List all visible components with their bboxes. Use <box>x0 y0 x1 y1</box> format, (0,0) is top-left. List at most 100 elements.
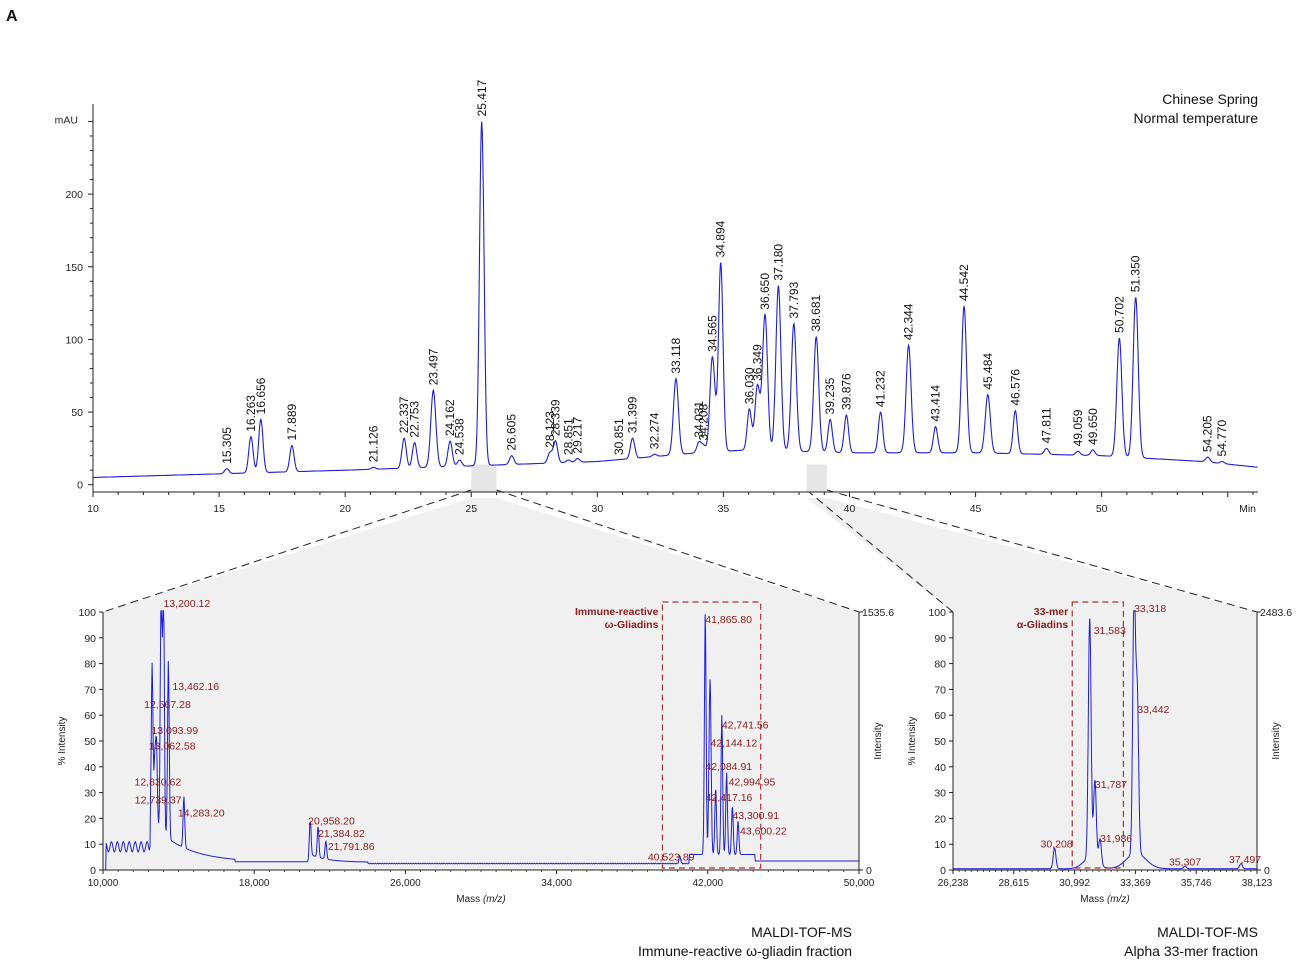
ms2-caption-line-1: MALDI-TOF-MS <box>1157 924 1258 940</box>
ms1-right-zero-label: 0 <box>866 865 872 877</box>
ms1-x-tick-label: 42,000 <box>693 878 724 889</box>
ms2-y-tick-label: 50 <box>934 736 946 748</box>
ms1-peak-label: 40,523.89 <box>648 851 695 863</box>
hplc-peak-label: 37.793 <box>787 281 801 318</box>
ms2-y-axis-label: % Intensity <box>907 717 918 766</box>
ms1-x-tick-label: 18,000 <box>239 878 270 889</box>
hplc-peak-label: 28.851 <box>561 418 575 455</box>
ms1-y-tick-label: 10 <box>84 839 96 851</box>
ms2-y-tick-label: 90 <box>934 633 946 645</box>
hplc-peak-label: 32.274 <box>648 412 662 449</box>
hplc-y-tick-label: 200 <box>65 189 83 201</box>
hplc-peak-label: 54.770 <box>1215 419 1229 456</box>
ms2-y-tick-label: 30 <box>934 788 946 800</box>
hplc-peak-label: 49.650 <box>1086 408 1100 445</box>
ms2-highlight-box <box>1071 601 1125 869</box>
hplc-peak-label: 16.263 <box>244 395 258 432</box>
ms1-y-tick-label: 60 <box>84 710 96 722</box>
ms2-right-axis-label: Intensity <box>1271 722 1282 759</box>
hplc-peak-label: 41.232 <box>874 370 888 407</box>
ms2-y-tick-label: 40 <box>934 762 946 774</box>
hplc-peak-label: 54.205 <box>1201 415 1215 452</box>
ms2-peak-label: 31,787 <box>1095 779 1127 791</box>
hplc-peak-label: 34.031 <box>692 401 706 438</box>
hplc-y-tick-label: 150 <box>65 262 83 274</box>
ms1-x-tick-label: 34,000 <box>541 878 572 889</box>
ms1-x-tick-label: 50,000 <box>844 878 875 889</box>
hplc-peak-label: 34.565 <box>705 315 719 352</box>
hplc-peak-label: 15.305 <box>220 427 234 464</box>
ms2-peak-label: 31,986 <box>1100 833 1132 845</box>
ms2-peak-label: 31,583 <box>1094 625 1126 637</box>
ms1-right-axis-label: Intensity <box>873 722 884 759</box>
ms1-peak-label: 13,462.16 <box>172 681 219 693</box>
hplc-peak-label: 25.417 <box>475 79 489 116</box>
ms2-box-label: 33-mer <box>1034 606 1068 618</box>
ms2-x-tick-label: 38,123 <box>1242 878 1273 889</box>
ms1-peak-label: 41,865.80 <box>705 614 752 626</box>
hplc-peak-label: 36.650 <box>758 273 772 310</box>
ms2-right-top-label: 2483.6 <box>1260 607 1292 619</box>
zoom-connectors <box>102 489 1258 613</box>
ms2-x-tick-label: 26,238 <box>938 878 969 889</box>
ms1-y-tick-label: 80 <box>84 659 96 671</box>
ms1-y-tick-label: 0 <box>90 865 96 877</box>
hplc-peak-label: 30.851 <box>612 418 626 455</box>
hplc-x-tick-label: 10 <box>87 503 99 515</box>
hplc-x-tick-label: 50 <box>1096 503 1108 515</box>
ms1-caption-line-2: Immune-reactive ω-gliadin fraction <box>637 943 852 959</box>
hplc-peak-label: 22.337 <box>397 396 411 433</box>
hplc-peak-label: 37.180 <box>771 244 785 281</box>
ms2-y-tick-label: 60 <box>934 710 946 722</box>
ms1-x-tick-label: 26,000 <box>390 878 421 889</box>
hplc-peak-label: 47.811 <box>1039 407 1053 443</box>
ms2-x-tick-label: 33,369 <box>1120 878 1151 889</box>
ms1-peak-label: 42,417.16 <box>706 792 753 804</box>
hplc-x-tick-label: 35 <box>718 503 730 515</box>
ms1-caption: MALDI-TOF-MS Immune-reactive ω-gliadin f… <box>638 923 852 961</box>
hplc-peak-label: 22.753 <box>408 401 422 438</box>
hplc-peak-label: 44.542 <box>957 264 971 301</box>
hplc-peak-label: 28.339 <box>548 399 562 436</box>
hplc-peak-label: 36.349 <box>750 344 764 381</box>
hplc-peak-label: 50.702 <box>1112 296 1126 333</box>
ms1-peak-label: 21,791.86 <box>328 841 375 853</box>
ms2-zoom-line-left <box>806 489 954 613</box>
ms1-zoom-shade <box>103 498 859 612</box>
hplc-caption: Chinese Spring Normal temperature <box>1134 90 1259 128</box>
ms1-box-label: Immune-reactive <box>575 606 659 618</box>
ms1-y-tick-label: 40 <box>84 762 96 774</box>
hplc-y-axis-label: mAU <box>55 114 78 126</box>
ms1-caption-line-1: MALDI-TOF-MS <box>751 924 852 940</box>
hplc-peak-label: 16.656 <box>254 377 268 414</box>
ms1-peak-label: 20,958.20 <box>308 816 355 828</box>
ms2-background <box>953 612 1257 870</box>
ms1-peak-label: 43,300.91 <box>732 810 779 822</box>
hplc-x-tick-label: 45 <box>970 503 982 515</box>
hplc-peak-label: 46.576 <box>1008 369 1022 406</box>
ms1-peak-label: 13,062.58 <box>149 740 196 752</box>
ms1-box-label: ω-Gliadins <box>605 619 659 631</box>
hplc-peak-label: 21.126 <box>367 425 381 462</box>
hplc-peak-label: 34.894 <box>714 220 728 257</box>
hplc-peak-label: 39.235 <box>823 377 837 414</box>
ms1-peak-label: 42,994.95 <box>729 776 776 788</box>
hplc-peak-label: 31.399 <box>626 396 640 433</box>
ms1-y-axis-label: % Intensity <box>57 717 68 766</box>
hplc-caption-line-2: Normal temperature <box>1133 110 1259 126</box>
ms1-zoom-line-right <box>496 489 860 613</box>
hplc-peak-label: 42.344 <box>902 303 916 340</box>
hplc-x-tick-label: 20 <box>339 503 351 515</box>
ms2-y-tick-label: 10 <box>934 839 946 851</box>
ms1-right-top-label: 1535.6 <box>862 607 894 619</box>
ms2-x-tick-label: 28,615 <box>999 878 1030 889</box>
ms2-x-tick-label: 35,746 <box>1181 878 1212 889</box>
hplc-peak-label: 36.030 <box>742 367 756 404</box>
ms2-caption-line-2: Alpha 33-mer fraction <box>1124 943 1258 959</box>
ms2-y-tick-label: 70 <box>934 684 946 696</box>
hplc-peak-label: 51.350 <box>1129 255 1143 292</box>
hplc-y-tick-label: 50 <box>71 407 83 419</box>
hplc-caption-line-1: Chinese Spring <box>1162 91 1258 107</box>
hplc-peak-label: 39.876 <box>839 373 853 410</box>
